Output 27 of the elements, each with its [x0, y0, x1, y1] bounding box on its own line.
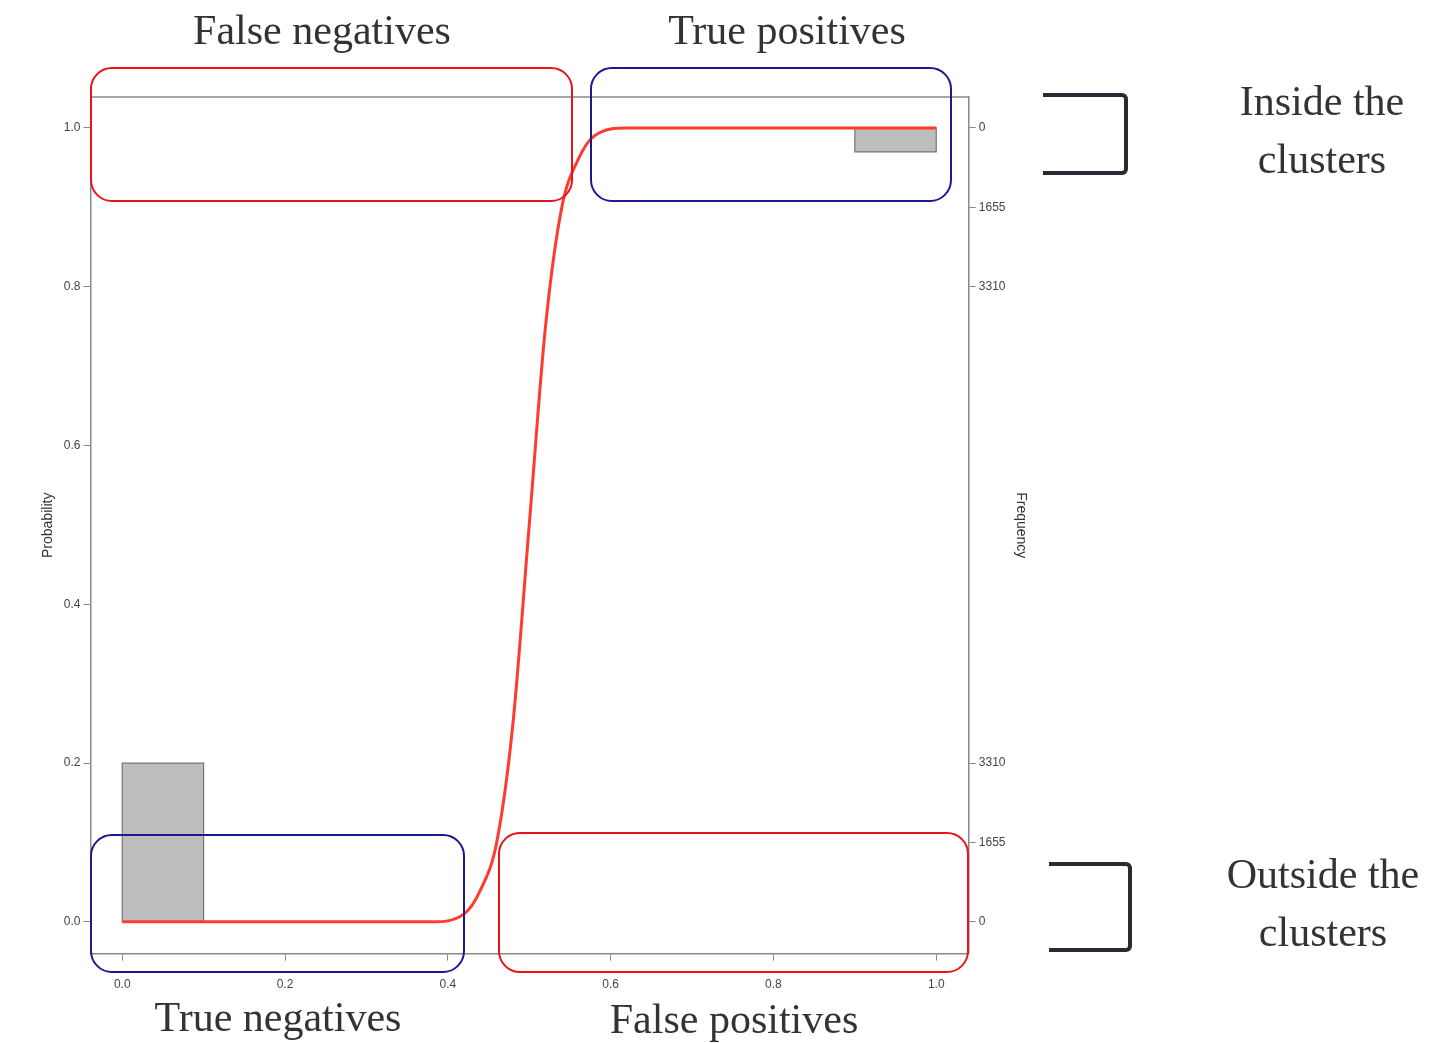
text: False positives [608, 995, 860, 1043]
text: False negatives [192, 6, 452, 55]
text: Outside the clusters [1225, 850, 1421, 957]
x-tick-label: 0.6 [602, 977, 620, 992]
y3-tick-label: 3310 [978, 755, 1006, 770]
y-tick-label: 0.0 [63, 914, 81, 929]
y2-tick-label: 3310 [978, 279, 1006, 294]
y2-tick-label: 1655 [978, 199, 1006, 214]
text: True positives [667, 6, 907, 55]
x-tick-label: 0.8 [765, 977, 783, 992]
x-tick-label: 1.0 [927, 977, 945, 992]
y-tick-label: 0.8 [63, 279, 81, 294]
x-tick-label: 0.0 [113, 977, 131, 992]
y3-tick-label: 1655 [978, 834, 1006, 849]
y-tick-label: 0.2 [63, 755, 81, 770]
y2-axis-title: Frequency [1014, 492, 1031, 559]
y2-tick-label: 0 [978, 120, 986, 135]
y-tick-label: 0.4 [63, 596, 81, 611]
y-tick-label: 1.0 [63, 120, 81, 135]
x-tick-label: 0.4 [439, 977, 457, 992]
x-tick-label: 0.2 [276, 977, 294, 992]
text: Inside the clusters [1238, 77, 1406, 184]
y-tick-label: 0.6 [63, 437, 81, 452]
y-axis-title: Probability [39, 492, 56, 558]
line-series [120, 126, 938, 924]
text: True negatives [154, 994, 402, 1040]
y3-tick-label: 0 [978, 914, 986, 929]
